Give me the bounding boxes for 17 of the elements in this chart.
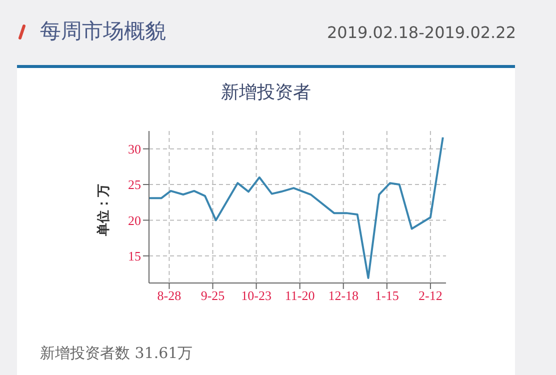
line-series <box>149 136 444 280</box>
x-tick-label: 10-23 <box>241 288 272 304</box>
text: 新增投资者数 31.61万 <box>40 344 193 363</box>
y-axis-title: 单位：万 <box>96 184 112 237</box>
x-tick-label: 11-20 <box>284 288 315 304</box>
x-tick-label: 8-28 <box>157 288 182 304</box>
text: 2019.02.18-2019.02.22 <box>327 23 516 42</box>
x-tick-label: 12-18 <box>328 288 359 304</box>
y-tick-label: 30 <box>128 141 141 156</box>
x-tick-label: 9-25 <box>200 288 225 304</box>
y-tick-label: 15 <box>128 248 141 264</box>
chart-title: 新增投资者 <box>220 81 312 104</box>
x-tick-label: 1-15 <box>374 288 399 304</box>
x-tick-label: 2-12 <box>418 288 442 304</box>
text: 每周市场概貌 <box>40 18 166 45</box>
y-tick-label: 20 <box>128 212 141 228</box>
y-tick-label: 25 <box>128 177 141 192</box>
